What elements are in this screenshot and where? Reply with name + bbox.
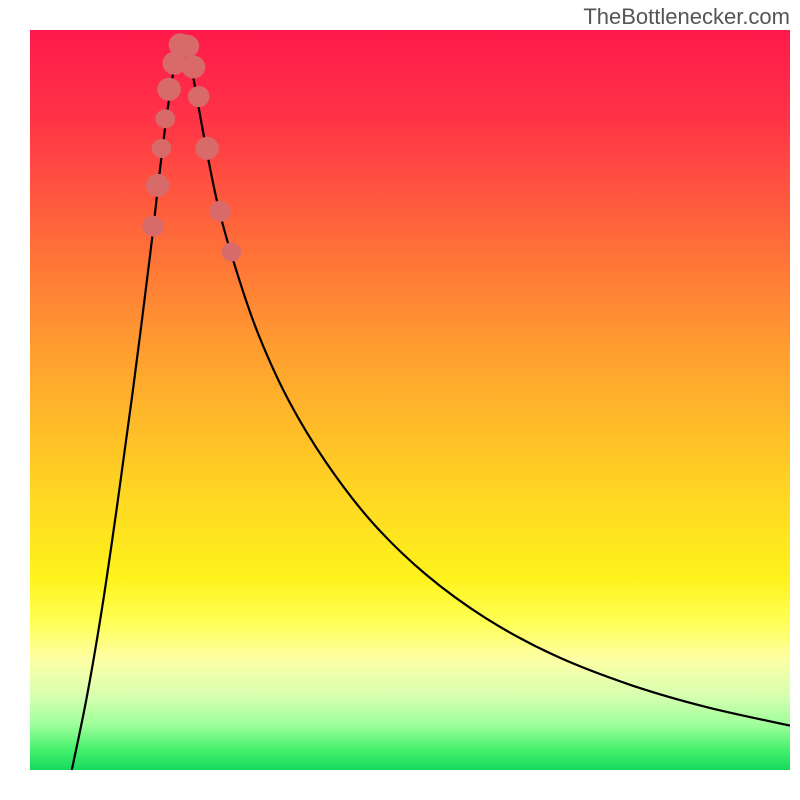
data-marker — [161, 81, 177, 97]
data-marker — [225, 246, 237, 258]
plot-area — [30, 30, 790, 770]
data-marker — [199, 141, 215, 157]
data-marker — [155, 143, 167, 155]
data-marker — [185, 59, 201, 75]
data-marker — [192, 90, 206, 104]
data-marker — [150, 178, 166, 194]
curve-overlay — [30, 30, 790, 770]
data-marker — [213, 204, 227, 218]
data-marker — [179, 38, 195, 54]
curve-right-branch — [186, 41, 790, 726]
data-marker — [159, 113, 171, 125]
attribution-label: TheBottlenecker.com — [583, 4, 790, 30]
data-marker — [166, 56, 182, 72]
data-marker — [146, 219, 160, 233]
chart-root: TheBottlenecker.com — [0, 0, 800, 800]
